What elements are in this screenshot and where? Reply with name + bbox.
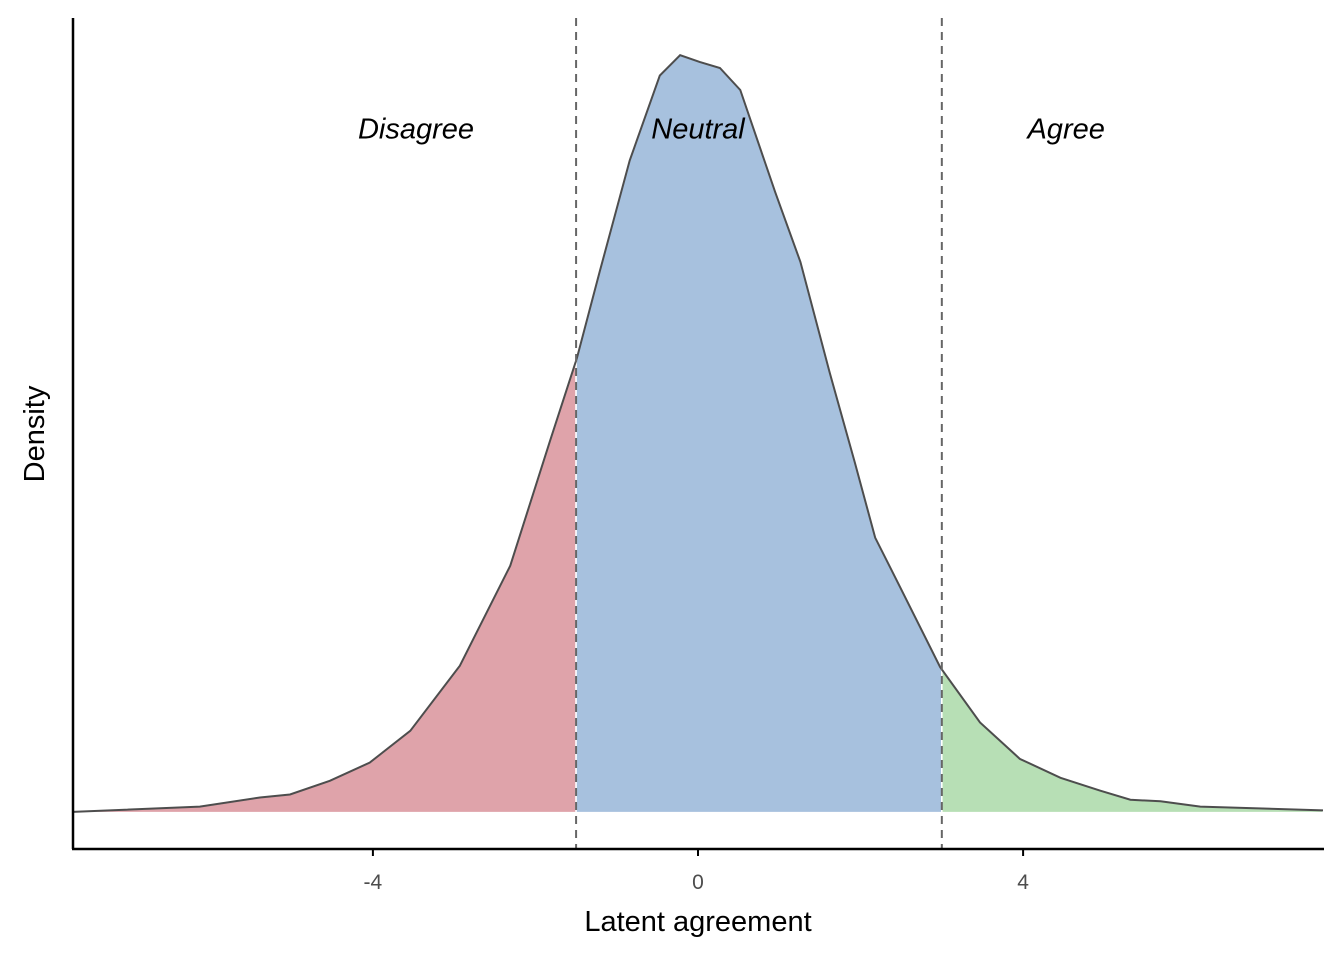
region-label-disagree: Disagree xyxy=(358,113,474,145)
region-label-agree: Agree xyxy=(1025,113,1104,145)
threshold-lines xyxy=(575,18,943,849)
x-tick-label: 4 xyxy=(1017,871,1029,894)
x-tick-label: -4 xyxy=(364,871,383,894)
x-ticks: -4 0 4 xyxy=(364,849,1029,894)
x-axis-title: Latent agreement xyxy=(584,906,811,938)
density-curve xyxy=(72,53,1324,813)
region-fill-neutral xyxy=(575,54,943,814)
region-labels: Disagree Neutral Agree xyxy=(358,113,1105,145)
x-tick-label: 0 xyxy=(692,871,704,894)
region-label-neutral: Neutral xyxy=(651,113,746,145)
y-axis-title: Density xyxy=(19,385,51,482)
region-fills xyxy=(72,54,1324,814)
